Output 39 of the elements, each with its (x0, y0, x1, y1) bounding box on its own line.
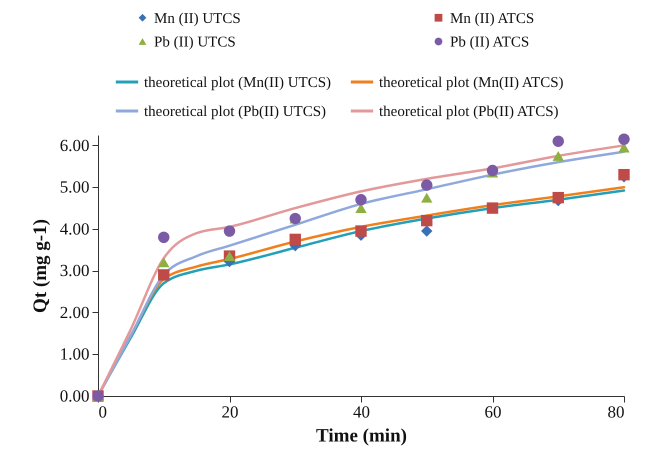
x-tick-label: 20 (222, 402, 238, 422)
legend-label: theoretical plot (Mn(II) UTCS) (144, 75, 332, 91)
legend-label: Pb (II) UTCS (154, 34, 236, 50)
point (618, 168, 630, 180)
y-tick-label: 5.00 (60, 178, 90, 197)
legend-label: theoretical plot (Pb(II) ATCS) (379, 104, 559, 120)
point (421, 192, 432, 203)
x-tick-label: 0 (98, 402, 107, 422)
legend-label: Mn (II) UTCS (154, 10, 241, 27)
point (355, 194, 367, 206)
y-tick-label: 6.00 (60, 136, 90, 155)
legend-label: Mn (II) ATCS (450, 10, 534, 27)
point (158, 257, 170, 268)
y-tick-label: 1.00 (60, 344, 90, 364)
legend-label: theoretical plot (Mn(II) ATCS) (379, 75, 564, 91)
point (486, 164, 498, 176)
y-tick-label: 2.00 (60, 302, 90, 322)
y-tick-label: 3.00 (60, 261, 90, 280)
point (552, 136, 564, 147)
legend-label: theoretical plot (Pb(II) UTCS) (144, 104, 326, 120)
x-tick-label: 80 (608, 402, 624, 422)
point (158, 232, 170, 243)
point (421, 225, 432, 237)
y-axis-title: Qt (mg g-1) (30, 219, 51, 313)
x-axis-title: Time (min) (316, 426, 407, 446)
point (486, 202, 498, 214)
y-tick-label: 0.00 (60, 386, 90, 406)
point (421, 179, 432, 191)
point (421, 214, 432, 226)
y-tick-label: 4.00 (60, 219, 90, 238)
point (618, 133, 630, 145)
point (224, 225, 236, 237)
point (158, 269, 170, 281)
point (290, 234, 301, 246)
legend-label: Pb (II) ATCS (450, 34, 530, 50)
x-tick-label: 40 (353, 402, 370, 422)
point (355, 225, 367, 237)
point (552, 150, 564, 161)
x-tick-label: 60 (484, 402, 502, 422)
